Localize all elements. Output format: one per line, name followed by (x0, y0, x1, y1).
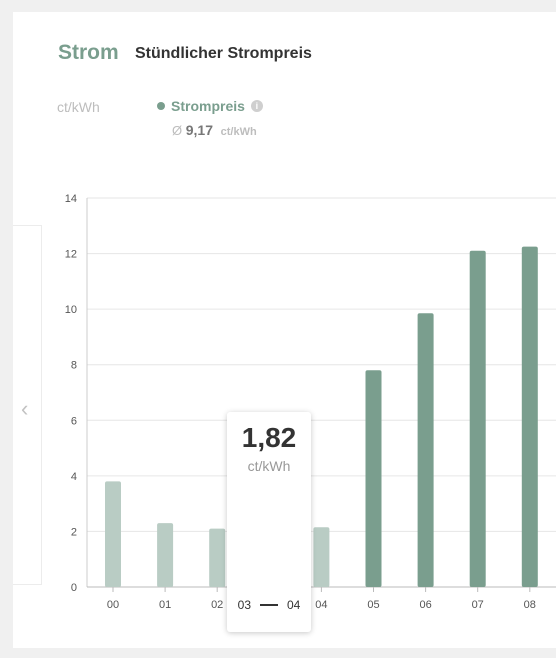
x-tick-label: 00 (107, 599, 119, 611)
y-tick-label: 10 (65, 304, 77, 316)
bar-08[interactable] (521, 246, 538, 587)
average-price: Ø 9,17 ct/kWh (172, 122, 257, 138)
bar-06[interactable] (417, 313, 434, 587)
bar-02[interactable] (209, 528, 226, 587)
info-icon[interactable]: i (250, 100, 263, 112)
y-tick-label: 4 (71, 471, 77, 483)
bar-00[interactable] (105, 481, 121, 587)
x-tick-label: 01 (159, 599, 171, 611)
legend-series-name: Strompreis (171, 98, 245, 114)
avg-prefix: Ø (172, 123, 183, 138)
tooltip-range-start: 03 (237, 598, 251, 612)
x-tick-label: 08 (524, 599, 536, 611)
range-dash (260, 604, 278, 606)
tooltip-range-end: 04 (287, 598, 301, 612)
price-tooltip: 1,82 ct/kWh 03 04 (227, 412, 311, 632)
x-tick-label: 07 (472, 599, 484, 611)
bar-04[interactable] (313, 527, 330, 587)
tooltip-unit: ct/kWh (247, 458, 291, 474)
card-subtitle: Stündlicher Strompreis (135, 45, 312, 62)
card-title: Strom (58, 41, 119, 64)
bar-07[interactable] (469, 250, 486, 588)
y-tick-label: 6 (71, 415, 77, 427)
avg-value: 9,17 (185, 122, 213, 138)
avg-unit: ct/kWh (220, 126, 257, 138)
x-tick-label: 06 (419, 599, 431, 611)
bar-01[interactable] (157, 523, 174, 587)
y-tick-label: 8 (71, 360, 77, 372)
y-tick-label: 12 (65, 249, 77, 261)
legend-dot-icon (157, 102, 165, 110)
x-tick-label: 04 (315, 599, 327, 611)
y-tick-label: 0 (71, 582, 77, 594)
x-tick-label: 05 (367, 599, 379, 611)
tooltip-range: 03 04 (227, 598, 311, 612)
bar-05[interactable] (365, 370, 382, 587)
previous-panel[interactable]: ‹ (13, 225, 42, 585)
legend: Strompreis i (157, 98, 263, 114)
tooltip-value: 1,82 (241, 422, 297, 453)
chevron-left-icon[interactable]: ‹ (21, 396, 29, 421)
y-tick-label: 14 (65, 193, 77, 205)
y-tick-label: 2 (71, 526, 77, 538)
unit-label: ct/kWh (57, 99, 100, 115)
x-tick-label: 02 (211, 599, 223, 611)
